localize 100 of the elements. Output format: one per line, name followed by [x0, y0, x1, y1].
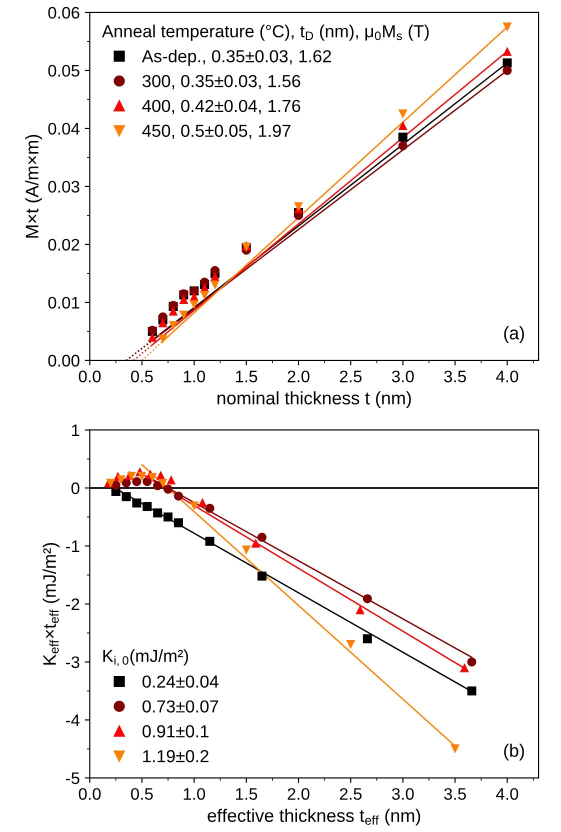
point [132, 498, 142, 508]
point [158, 334, 168, 344]
point [450, 744, 460, 754]
point [164, 512, 173, 522]
point [164, 484, 173, 494]
point [398, 132, 408, 142]
point [467, 657, 476, 666]
y-tick-label: 0.02 [48, 238, 80, 251]
y-tick-label: 0.06 [48, 6, 80, 19]
point [122, 492, 131, 502]
y-tick-label: -3 [66, 656, 80, 668]
point [116, 475, 126, 484]
x-tick-label: 1.5 [236, 788, 258, 800]
y-axis-title: K$_{eff}$×t$_{eff}$ (mJ/m²) [42, 543, 60, 665]
point [467, 686, 476, 696]
point [122, 478, 131, 488]
point [398, 121, 408, 130]
x-tick-label: 4.0 [496, 370, 518, 382]
point [356, 605, 365, 614]
x-tick-label: 3.5 [444, 788, 466, 800]
point [174, 518, 183, 528]
point [179, 295, 188, 304]
y-tick-label: -5 [66, 772, 80, 784]
point [132, 477, 142, 486]
point [362, 594, 372, 604]
x-tick-label: 0.5 [131, 788, 153, 800]
point [168, 306, 178, 316]
point [502, 66, 512, 75]
point [242, 546, 251, 555]
legend-label: 400, 0.42±0.04, 1.76 [142, 100, 300, 114]
point [168, 321, 178, 330]
point [460, 663, 469, 672]
x-tick-label: 2.5 [340, 370, 362, 382]
point [142, 477, 152, 486]
x-tick-label: 0.0 [78, 370, 101, 382]
point [174, 492, 183, 501]
y-tick-label: -2 [66, 598, 80, 610]
legend-label: 0.91±0.1 [142, 725, 208, 738]
point [398, 141, 408, 150]
legend-label: As-dep., 0.35±0.03, 1.62 [142, 50, 331, 66]
point [210, 266, 220, 276]
y-tick-label: 0 [71, 482, 80, 494]
legend-label: 0.73±0.07 [142, 700, 218, 713]
point [166, 475, 176, 484]
x-tick-label: 1.5 [236, 370, 258, 382]
point [158, 312, 168, 322]
y-tick-label: -1 [66, 540, 80, 552]
y-tick-label: -4 [66, 714, 80, 726]
point [148, 332, 157, 342]
annotation: (b) [504, 744, 524, 761]
point [148, 473, 157, 482]
point [158, 478, 168, 488]
x-tick-label: 3.0 [392, 370, 414, 382]
x-axis-title: effective thickness t$_{eff}$ (nm) [208, 808, 420, 826]
point [205, 504, 214, 513]
point [205, 536, 214, 546]
point [257, 572, 266, 581]
x-tick-label: 4.0 [496, 788, 518, 800]
y-tick-label: 0.00 [48, 354, 80, 367]
point [190, 300, 199, 310]
point [502, 22, 512, 32]
point [142, 502, 152, 512]
x-tick-label: 2.0 [288, 370, 310, 382]
x-axis-title: nominal thickness t (nm) [218, 391, 411, 408]
y-tick-label: 1 [72, 424, 80, 436]
legend-label: 1.19±0.2 [143, 750, 208, 762]
point [362, 634, 372, 644]
point [198, 498, 207, 507]
y-tick-label: 0.03 [48, 180, 80, 193]
point [257, 532, 266, 542]
legend-title: K$_{i,0}$(mJ/m²) [103, 649, 188, 666]
x-tick-label: 0.5 [131, 370, 153, 382]
point [210, 280, 220, 290]
point [502, 46, 512, 56]
legend-label: 450, 0.5±0.05, 1.97 [142, 124, 290, 140]
y-tick-label: 0.05 [48, 64, 80, 77]
x-tick-label: 2.5 [340, 788, 362, 800]
y-tick-label: 0.01 [48, 296, 80, 309]
point [158, 318, 168, 328]
legend-label: 300, 0.35±0.03, 1.56 [142, 74, 300, 90]
x-tick-label: 1.0 [184, 370, 206, 382]
x-tick-label: 2.0 [288, 788, 310, 800]
point [502, 58, 512, 68]
point [398, 109, 408, 118]
point [179, 310, 188, 320]
point [137, 472, 146, 481]
point [251, 538, 260, 548]
point [190, 501, 199, 510]
legend-label: 0.24±0.04 [142, 675, 218, 688]
point [153, 481, 162, 490]
point [153, 508, 162, 518]
annotation: (a) [504, 326, 524, 343]
point [127, 472, 136, 481]
y-axis-title: M×t (A/m×m) [25, 134, 42, 238]
legend-title: Anneal temperature (°C), t$_{D}$ (nm), μ$_{0}$M$_{s}$ (T) [102, 24, 429, 41]
x-tick-label: 1.0 [184, 788, 206, 800]
x-tick-label: 0.0 [78, 788, 101, 800]
x-tick-label: 3.0 [392, 788, 414, 800]
y-tick-label: 0.04 [48, 122, 80, 135]
point [200, 290, 210, 300]
